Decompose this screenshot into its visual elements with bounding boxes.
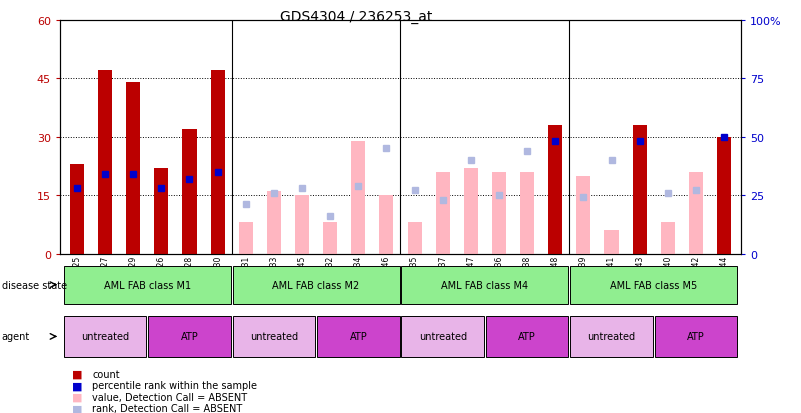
Bar [127, 83, 140, 254]
Bar [70, 164, 84, 254]
Text: untreated: untreated [81, 332, 129, 342]
Text: untreated: untreated [587, 332, 635, 342]
Text: untreated: untreated [250, 332, 298, 342]
FancyBboxPatch shape [401, 316, 484, 357]
Text: untreated: untreated [419, 332, 467, 342]
Bar [352, 141, 365, 254]
Bar [183, 130, 196, 254]
Text: count: count [92, 369, 119, 379]
Text: ■: ■ [72, 380, 83, 390]
Bar [577, 176, 590, 254]
FancyBboxPatch shape [64, 316, 147, 357]
Text: ATP: ATP [687, 332, 705, 342]
Bar [155, 169, 168, 254]
FancyBboxPatch shape [570, 266, 737, 304]
Bar [239, 223, 253, 254]
Text: GDS4304 / 236253_at: GDS4304 / 236253_at [280, 10, 433, 24]
FancyBboxPatch shape [232, 266, 400, 304]
FancyBboxPatch shape [64, 266, 231, 304]
Bar [717, 137, 731, 254]
FancyBboxPatch shape [317, 316, 400, 357]
Bar [689, 172, 703, 254]
Text: AML FAB class M2: AML FAB class M2 [272, 280, 360, 290]
Bar [267, 192, 281, 254]
FancyBboxPatch shape [654, 316, 737, 357]
Bar [605, 230, 618, 254]
Bar [661, 223, 674, 254]
Text: ■: ■ [72, 369, 83, 379]
Text: agent: agent [2, 332, 30, 342]
Bar [323, 223, 337, 254]
Text: disease state: disease state [2, 280, 66, 290]
FancyBboxPatch shape [570, 316, 653, 357]
FancyBboxPatch shape [148, 316, 231, 357]
Bar [520, 172, 534, 254]
Bar [98, 71, 112, 254]
Bar [380, 196, 393, 254]
Text: value, Detection Call = ABSENT: value, Detection Call = ABSENT [92, 392, 248, 402]
Bar [408, 223, 421, 254]
Bar [436, 172, 449, 254]
Text: ATP: ATP [180, 332, 199, 342]
Bar [295, 196, 309, 254]
Text: ■: ■ [72, 404, 83, 413]
Text: rank, Detection Call = ABSENT: rank, Detection Call = ABSENT [92, 404, 243, 413]
Bar [548, 126, 562, 254]
Text: ■: ■ [72, 392, 83, 402]
FancyBboxPatch shape [485, 316, 569, 357]
Text: ATP: ATP [518, 332, 536, 342]
FancyBboxPatch shape [401, 266, 569, 304]
Text: ATP: ATP [349, 332, 367, 342]
Bar [464, 169, 478, 254]
Bar [492, 172, 506, 254]
Text: percentile rank within the sample: percentile rank within the sample [92, 380, 257, 390]
Text: AML FAB class M5: AML FAB class M5 [610, 280, 698, 290]
Bar [211, 71, 224, 254]
Text: AML FAB class M1: AML FAB class M1 [103, 280, 191, 290]
FancyBboxPatch shape [232, 316, 316, 357]
Text: AML FAB class M4: AML FAB class M4 [441, 280, 529, 290]
Bar [633, 126, 646, 254]
